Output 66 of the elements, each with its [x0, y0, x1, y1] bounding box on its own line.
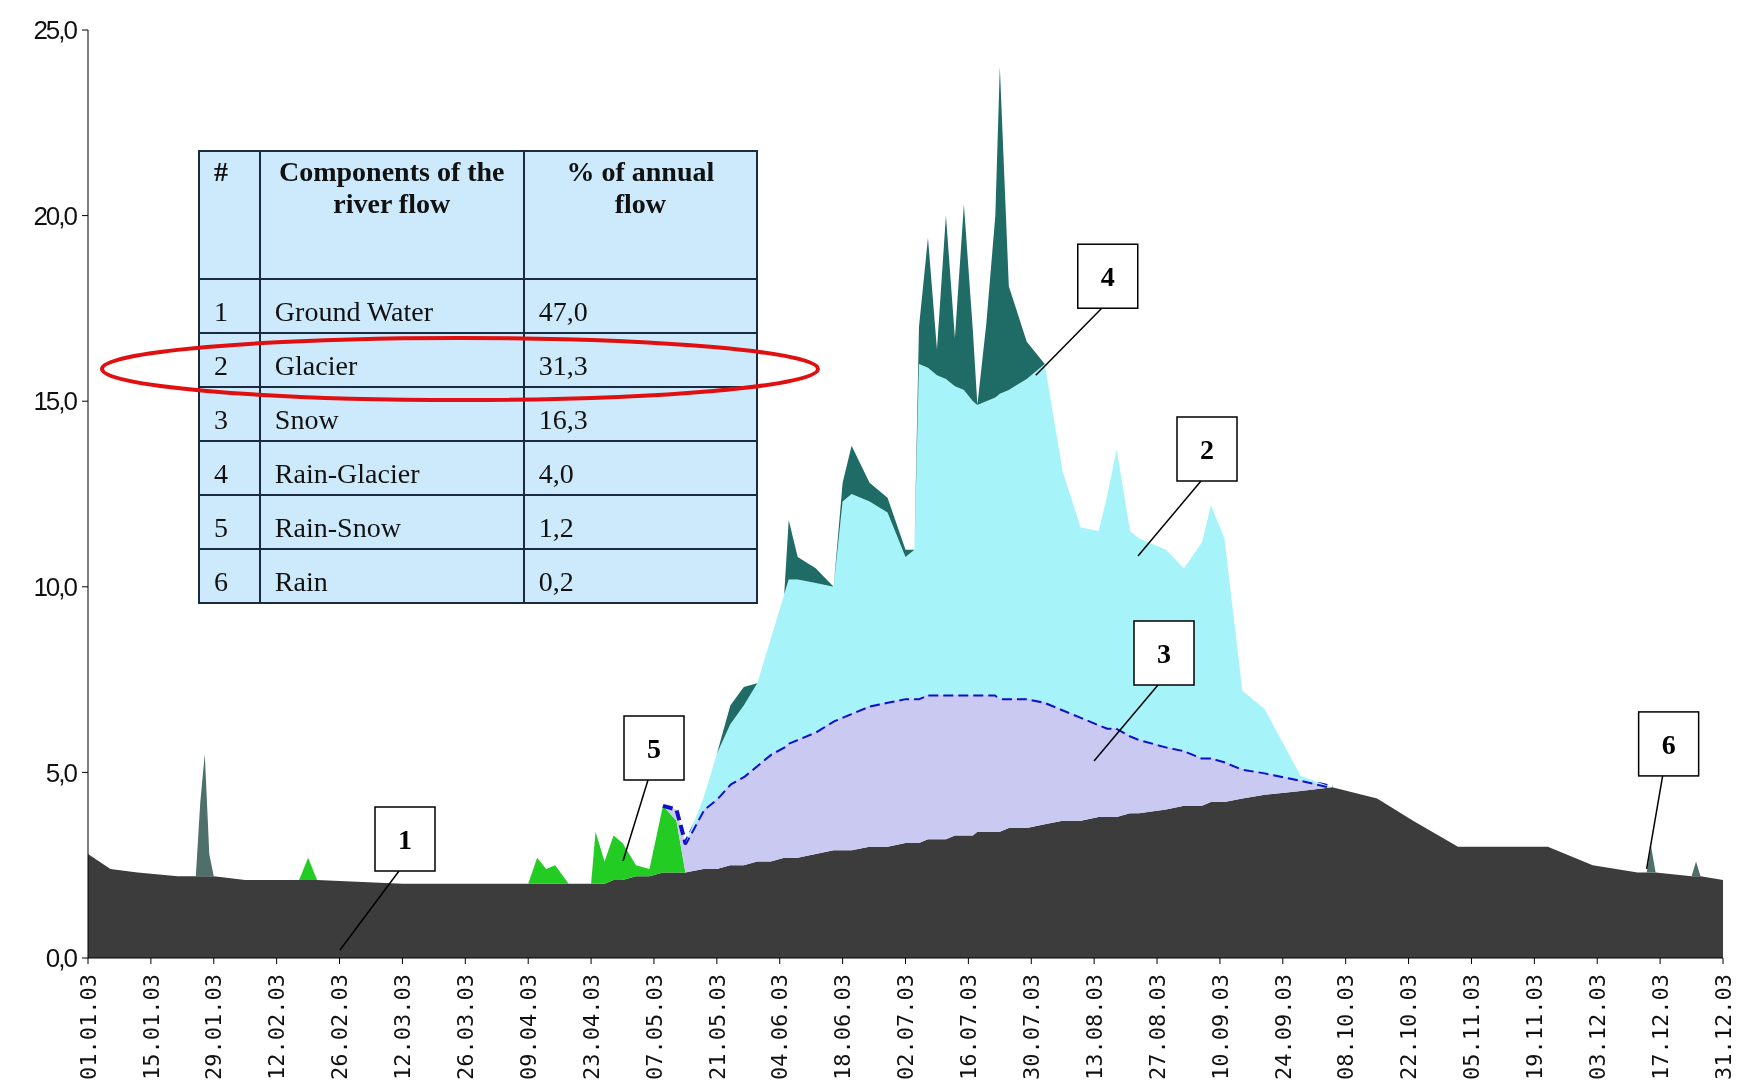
x-tick-label: 29.01.03 — [201, 974, 227, 1080]
annotation: 5 — [647, 732, 661, 764]
annotation: 31,3 — [523, 333, 757, 387]
annotation: 5 — [199, 495, 260, 549]
x-tick-label: 26.03.03 — [453, 974, 479, 1080]
y-tick-label: 10,0 — [33, 571, 78, 602]
annotation: Rain-Glacier — [259, 441, 524, 495]
annotation: 6 — [199, 549, 260, 603]
annotation: 0,2 — [523, 549, 757, 603]
annotation: 4 — [1100, 261, 1115, 293]
x-tick-label: 05.11.03 — [1459, 974, 1485, 1080]
x-tick-label: 18.06.03 — [830, 974, 856, 1080]
callout-box: 3 — [1093, 620, 1195, 762]
x-tick-label: 16.07.03 — [956, 974, 982, 1080]
annotation: 3 — [1157, 637, 1171, 669]
callout-box: 4 — [1035, 243, 1139, 376]
annotation: Ground Water — [259, 279, 524, 333]
annotation: % of annual flow — [523, 151, 757, 279]
x-tick-label: 12.02.03 — [264, 974, 290, 1080]
annotation: 1,2 — [523, 495, 757, 549]
annotation: 3 — [199, 387, 260, 441]
callout-box: 1 — [339, 806, 436, 951]
y-tick-label: 15,0 — [33, 386, 78, 417]
annotation: Snow — [259, 387, 524, 441]
callout-box: 6 — [1637, 711, 1700, 870]
annotation: # — [199, 151, 260, 279]
x-tick-label: 02.07.03 — [893, 974, 919, 1080]
annotation: 2 — [1200, 433, 1214, 465]
x-tick-label: 09.04.03 — [515, 974, 541, 1080]
x-tick-label: 24.09.03 — [1270, 974, 1296, 1080]
x-tick-label: 04.06.03 — [767, 974, 793, 1080]
y-tick-label: 0,0 — [45, 943, 78, 974]
annotation: 16,3 — [523, 387, 757, 441]
x-tick-label: 01.01.03 — [75, 974, 101, 1080]
y-tick-label: 5,0 — [45, 757, 78, 788]
x-tick-label: 17.12.03 — [1647, 974, 1673, 1080]
x-tick-label: 07.05.03 — [641, 974, 667, 1080]
x-tick-label: 26.02.03 — [327, 974, 353, 1080]
x-tick-label: 08.10.03 — [1333, 974, 1359, 1080]
annotation: 4 — [199, 441, 260, 495]
annotation: 47,0 — [523, 279, 757, 333]
annotation: 2 — [199, 333, 260, 387]
annotation: Rain-Snow — [259, 495, 524, 549]
annotation: Glacier — [259, 333, 524, 387]
x-tick-label: 27.08.03 — [1144, 974, 1170, 1080]
annotation: 1 — [398, 823, 412, 855]
x-tick-label: 31.12.03 — [1710, 974, 1736, 1080]
x-tick-label: 15.01.03 — [138, 974, 164, 1080]
y-tick-label: 20,0 — [33, 200, 78, 231]
annotation: 4,0 — [523, 441, 757, 495]
y-tick-label: 25,0 — [33, 15, 78, 46]
annotation: 1 — [199, 279, 260, 333]
annotation: Rain — [259, 549, 524, 603]
annotation: 6 — [1661, 728, 1676, 760]
x-tick-label: 22.10.03 — [1396, 974, 1422, 1080]
x-tick-label: 13.08.03 — [1081, 974, 1107, 1080]
annotation: Components of the river flow — [259, 151, 524, 279]
x-tick-label: 23.04.03 — [578, 974, 604, 1080]
x-tick-label: 19.11.03 — [1522, 974, 1548, 1080]
x-tick-label: 10.09.03 — [1207, 974, 1233, 1080]
x-tick-label: 03.12.03 — [1584, 974, 1610, 1080]
callout-box: 2 — [1137, 416, 1238, 557]
callout-box: 5 — [622, 715, 685, 862]
x-tick-label: 21.05.03 — [704, 974, 730, 1080]
x-tick-label: 30.07.03 — [1018, 974, 1044, 1080]
x-tick-label: 12.03.03 — [390, 974, 416, 1080]
